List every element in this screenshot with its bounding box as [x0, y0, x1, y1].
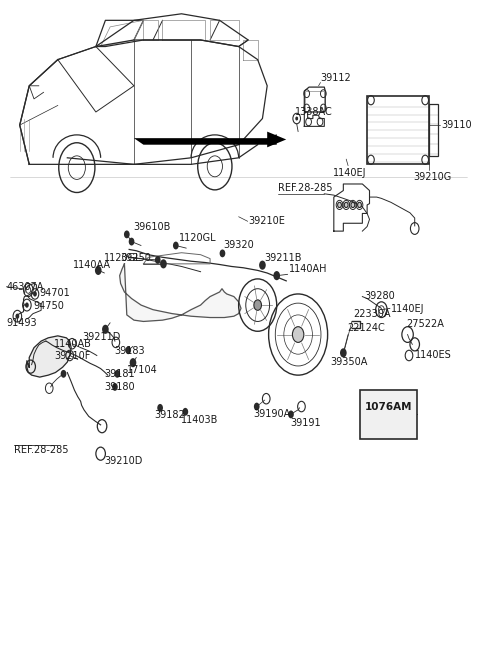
Circle shape	[102, 325, 109, 334]
Text: 39210E: 39210E	[248, 216, 285, 226]
Text: 39610B: 39610B	[133, 222, 170, 232]
Polygon shape	[27, 336, 71, 377]
Circle shape	[25, 302, 29, 308]
Text: 1120GL: 1120GL	[179, 233, 217, 243]
Bar	[429, 104, 438, 157]
Circle shape	[274, 271, 280, 280]
Polygon shape	[120, 264, 241, 321]
Circle shape	[15, 314, 19, 319]
Text: 22124C: 22124C	[347, 323, 385, 333]
Text: 39210D: 39210D	[105, 457, 143, 466]
Bar	[360, 390, 417, 440]
Text: 39181: 39181	[105, 369, 135, 379]
Circle shape	[130, 358, 136, 367]
Text: 39350A: 39350A	[330, 357, 367, 367]
Text: 39183: 39183	[114, 346, 144, 356]
Text: 1140EJ: 1140EJ	[333, 168, 366, 178]
Text: 39210G: 39210G	[414, 173, 452, 182]
Text: 1140EJ: 1140EJ	[391, 304, 424, 314]
Text: 39191: 39191	[290, 419, 321, 428]
Text: 17104: 17104	[127, 365, 157, 375]
Polygon shape	[134, 134, 276, 145]
Text: REF.28-285: REF.28-285	[277, 183, 332, 193]
Text: 11403B: 11403B	[180, 415, 218, 425]
Text: 39211B: 39211B	[265, 253, 302, 262]
Circle shape	[337, 202, 341, 207]
Text: REF.28-285: REF.28-285	[14, 445, 69, 455]
Circle shape	[254, 300, 262, 310]
Bar	[367, 96, 429, 165]
Text: 1076AM: 1076AM	[365, 401, 412, 411]
Circle shape	[220, 249, 225, 257]
Circle shape	[182, 408, 188, 416]
Text: 1120GL: 1120GL	[105, 253, 142, 263]
Text: 39320: 39320	[223, 240, 254, 250]
Text: 39250: 39250	[120, 253, 152, 263]
Text: 94701: 94701	[40, 288, 71, 298]
Text: 1140AB: 1140AB	[54, 339, 92, 350]
Text: 1140AA: 1140AA	[73, 260, 111, 270]
Circle shape	[129, 237, 134, 245]
Circle shape	[340, 348, 347, 358]
Circle shape	[358, 202, 361, 207]
Circle shape	[259, 260, 266, 270]
Circle shape	[124, 230, 130, 238]
Text: 22330A: 22330A	[353, 310, 390, 319]
Text: 27522A: 27522A	[406, 319, 444, 329]
Text: 39280: 39280	[365, 291, 396, 300]
Text: 94750: 94750	[33, 300, 64, 311]
Circle shape	[60, 370, 66, 378]
Circle shape	[254, 403, 260, 411]
Text: 1338AC: 1338AC	[295, 107, 333, 117]
Text: 91493: 91493	[6, 318, 37, 327]
Circle shape	[125, 346, 131, 354]
Text: 39112: 39112	[321, 73, 351, 83]
Polygon shape	[267, 132, 286, 148]
Circle shape	[344, 202, 348, 207]
Circle shape	[292, 327, 304, 342]
Text: 39210F: 39210F	[54, 351, 90, 361]
Text: 39110: 39110	[441, 120, 471, 130]
Text: 39180: 39180	[105, 382, 135, 392]
Circle shape	[114, 370, 120, 378]
Circle shape	[155, 256, 161, 264]
Text: 1140ES: 1140ES	[415, 350, 452, 361]
Circle shape	[157, 404, 163, 412]
Text: 39182: 39182	[155, 411, 185, 420]
Text: 46307A: 46307A	[6, 282, 44, 292]
Circle shape	[160, 259, 167, 268]
Circle shape	[112, 383, 118, 391]
Text: 39211D: 39211D	[83, 332, 121, 342]
Circle shape	[95, 266, 102, 275]
Text: 39190A: 39190A	[253, 409, 290, 419]
Text: 1140AH: 1140AH	[288, 264, 327, 274]
Circle shape	[295, 117, 298, 121]
Circle shape	[173, 241, 179, 249]
Circle shape	[33, 291, 37, 297]
Circle shape	[288, 411, 294, 419]
Circle shape	[351, 202, 355, 207]
